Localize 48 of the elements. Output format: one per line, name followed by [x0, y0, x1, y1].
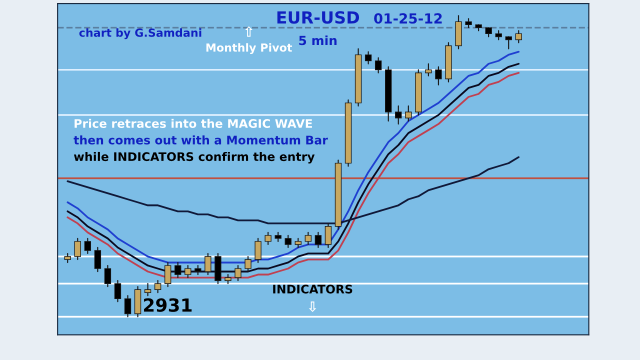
candlestick [124, 295, 132, 318]
annotation: ⇩ [308, 301, 316, 312]
candlestick [74, 238, 81, 260]
annotation: while INDICATORS confirm the entry [74, 152, 315, 164]
candlestick [84, 238, 92, 254]
candlestick [244, 256, 252, 272]
candlestick [264, 232, 272, 246]
candlestick [405, 105, 412, 122]
candlestick [104, 264, 112, 288]
candlestick [114, 280, 122, 302]
candlestick [234, 264, 242, 282]
candlestick [274, 232, 282, 242]
candlestick [374, 57, 382, 74]
candlestick [425, 63, 432, 76]
candlestick [515, 30, 522, 44]
candlestick [154, 280, 162, 294]
candlestick [395, 105, 402, 125]
candlestick [194, 264, 202, 276]
candlestick [174, 262, 182, 278]
candlestick [304, 232, 312, 246]
candlestick [495, 30, 502, 40]
candlestick [64, 252, 71, 264]
annotation: 2931 [144, 298, 192, 312]
candlestick [465, 18, 472, 28]
candlestick [364, 51, 372, 64]
candlestick [164, 262, 172, 288]
candlestick [94, 246, 102, 272]
chart-subtitle: 01-25-12 [374, 13, 442, 24]
candlestick [204, 252, 212, 276]
candlestick [184, 264, 192, 278]
candlestick [254, 238, 262, 264]
candlestick [505, 36, 512, 50]
candlestick [284, 234, 292, 248]
annotation: chart by G.Samdani [79, 28, 202, 40]
annotation: 5 min [299, 36, 337, 46]
candlestick [324, 222, 332, 248]
candlestick [314, 232, 322, 248]
candlestick [144, 283, 152, 296]
candlestick [485, 27, 492, 38]
annotation: then comes out with a Momentum Bar [74, 135, 328, 145]
annotation: INDICATORS [273, 284, 352, 294]
candlestick [224, 274, 232, 284]
annotation: Monthly Pivot [206, 43, 292, 54]
annotation: ⇧ [245, 26, 253, 37]
annotation: Price retraces into the MAGIC WAVE [74, 118, 312, 128]
candlestick [435, 66, 442, 86]
chart-title: EUR-USD [277, 11, 360, 24]
candlestick [294, 238, 302, 248]
